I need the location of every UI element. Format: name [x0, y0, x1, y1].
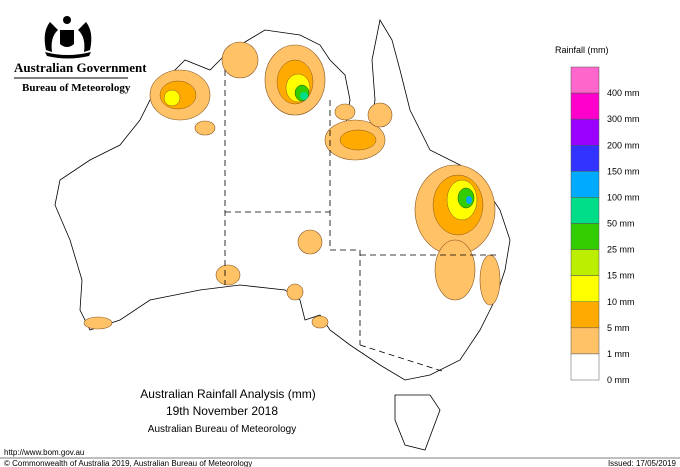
agency-line: Australian Bureau of Meteorology: [148, 424, 296, 435]
agency: Australian Government: [14, 60, 147, 75]
legend-label: 25 mm: [607, 245, 635, 255]
legend-swatch: [570, 118, 600, 146]
legend-label: 50 mm: [607, 219, 635, 229]
bureau: Bureau of Meteorology: [22, 82, 131, 94]
legend-swatch: [570, 275, 600, 302]
legend-swatch: [570, 327, 600, 355]
legend-label: 0 mm: [607, 375, 630, 385]
legend-swatch: [570, 171, 600, 198]
legend: 400 mm 300 mm 200 mm 150 mm 100 mm 50 mm 25 mm…: [570, 66, 640, 385]
legend-label: 200 mm: [607, 140, 640, 150]
legend-swatch: [570, 92, 600, 120]
issued: Issued: 17/05/2019: [608, 459, 677, 467]
legend-swatch: [570, 223, 600, 250]
map: [54, 18, 511, 451]
legend-label: 10 mm: [607, 297, 635, 307]
legend-swatch: [570, 301, 600, 329]
url: http://www.bom.gov.au: [4, 448, 84, 457]
legend-label: 300 mm: [607, 114, 640, 124]
legend-swatch: [570, 197, 600, 224]
legend-label: 1 mm: [607, 349, 630, 359]
legend-label: 150 mm: [607, 166, 640, 176]
legend-label: 400 mm: [607, 88, 640, 98]
legend-swatch: [570, 353, 600, 381]
legend-label: 5 mm: [607, 323, 630, 333]
crest: [44, 16, 92, 59]
legend-label: 15 mm: [607, 271, 635, 281]
legend-swatch: [570, 145, 600, 172]
title: Australian Rainfall Analysis (mm): [140, 387, 315, 401]
legend-title: Rainfall (mm): [555, 45, 609, 55]
date: 19th November 2018: [166, 404, 278, 418]
copyright: © Commonwealth of Australia 2019, Austra…: [4, 459, 252, 467]
legend-swatch: [570, 66, 600, 94]
legend-label: 100 mm: [607, 192, 640, 202]
title-block: Australian Rainfall Analysis (mm) 19th N…: [140, 387, 315, 435]
legend-swatch: [570, 249, 600, 276]
